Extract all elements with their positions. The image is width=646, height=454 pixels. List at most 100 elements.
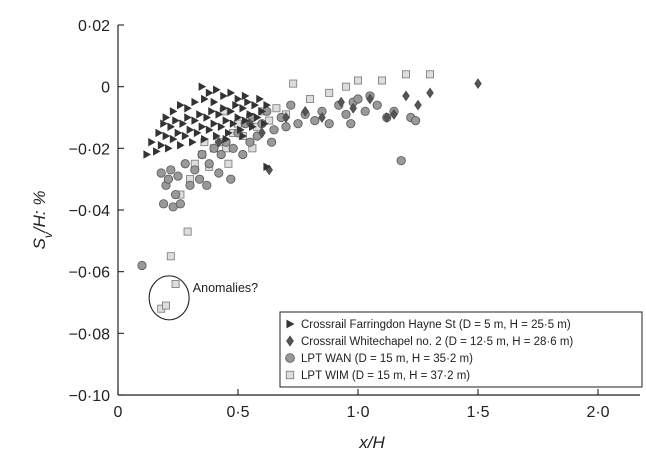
data-point <box>253 113 262 122</box>
data-point <box>281 122 291 132</box>
data-point <box>201 94 209 104</box>
data-point <box>153 147 161 156</box>
y-tick-label: −0·02 <box>69 141 110 158</box>
data-point <box>171 189 181 200</box>
data-point <box>169 134 178 144</box>
legend-box <box>279 311 643 388</box>
legend-entry: Crossrail Farringdon Hayne St (D = 5 m, … <box>301 319 571 331</box>
x-axis-label: x/H <box>358 433 385 452</box>
data-point <box>148 137 156 147</box>
data-point <box>208 107 216 116</box>
data-point <box>175 199 185 209</box>
data-point <box>402 70 410 79</box>
x-tick-label: 1·5 <box>466 404 489 421</box>
data-point <box>360 106 370 116</box>
data-point <box>180 159 190 169</box>
data-point <box>191 116 199 125</box>
data-point <box>169 107 178 116</box>
x-tick-label: 1·0 <box>346 404 369 421</box>
data-point <box>222 116 231 125</box>
data-point <box>191 97 199 107</box>
data-point <box>215 136 223 148</box>
data-point <box>261 119 269 128</box>
data-point <box>246 110 255 119</box>
data-point <box>137 260 147 271</box>
legend-marker <box>285 370 295 380</box>
data-point <box>196 110 204 119</box>
data-point <box>378 76 386 85</box>
data-point <box>337 96 345 108</box>
data-point <box>156 168 166 178</box>
data-point <box>414 99 422 111</box>
x-tick-label: 2·0 <box>586 404 609 421</box>
data-point <box>426 70 434 79</box>
data-point <box>166 165 176 175</box>
data-point <box>177 141 185 150</box>
data-point <box>216 149 226 160</box>
data-point <box>159 199 169 209</box>
data-point <box>410 115 421 126</box>
data-point <box>258 127 266 139</box>
data-point <box>210 119 219 128</box>
data-point <box>205 88 214 98</box>
data-points <box>137 70 482 313</box>
data-point <box>181 131 190 141</box>
data-point <box>162 113 171 122</box>
data-point <box>342 82 350 91</box>
data-point <box>220 91 228 101</box>
data-point <box>203 113 211 122</box>
data-point <box>239 131 247 141</box>
y-tick-label: −0·06 <box>69 265 110 282</box>
data-point <box>325 88 334 97</box>
series-0 <box>143 82 271 172</box>
legend-marker <box>285 353 295 363</box>
data-point <box>155 128 163 138</box>
data-point <box>220 104 228 113</box>
data-point <box>269 125 279 135</box>
data-point <box>215 110 223 119</box>
data-point <box>396 156 406 166</box>
anomalies-circle <box>148 275 190 321</box>
data-point <box>201 134 209 144</box>
data-point <box>177 100 185 110</box>
series-1 <box>215 78 482 176</box>
data-point <box>189 137 197 147</box>
data-point <box>390 109 398 120</box>
data-point <box>173 171 183 181</box>
legend-marker <box>286 335 294 347</box>
data-point <box>263 162 271 172</box>
data-point <box>172 116 180 125</box>
data-point <box>353 94 363 104</box>
data-point <box>310 115 320 126</box>
series-3 <box>157 70 434 313</box>
data-point <box>214 168 224 178</box>
data-point <box>227 88 235 98</box>
data-point <box>272 104 281 113</box>
data-point <box>183 227 192 236</box>
legend-entry: LPT WIM (D = 15 m, H = 37·2 m) <box>301 370 470 382</box>
data-point <box>383 112 391 123</box>
data-point <box>226 174 236 184</box>
data-point <box>228 143 238 153</box>
data-point <box>162 301 170 310</box>
data-point <box>213 131 221 141</box>
data-point <box>289 79 298 88</box>
data-point <box>232 100 240 110</box>
data-point <box>402 90 410 102</box>
y-tick-label: 0 <box>101 80 110 97</box>
data-point <box>263 100 271 110</box>
data-point <box>143 150 151 159</box>
annotation: Anomalies? <box>148 275 258 321</box>
data-point <box>165 144 173 153</box>
data-point <box>266 137 277 147</box>
data-point <box>282 112 290 123</box>
y-axis-label-main: S <box>30 237 49 249</box>
data-point <box>185 180 195 190</box>
data-point <box>179 119 187 128</box>
data-point <box>251 100 259 110</box>
data-point <box>293 119 303 129</box>
data-point <box>222 134 231 144</box>
data-point <box>474 78 482 89</box>
y-axis-label: Sv/H: % <box>30 191 55 250</box>
